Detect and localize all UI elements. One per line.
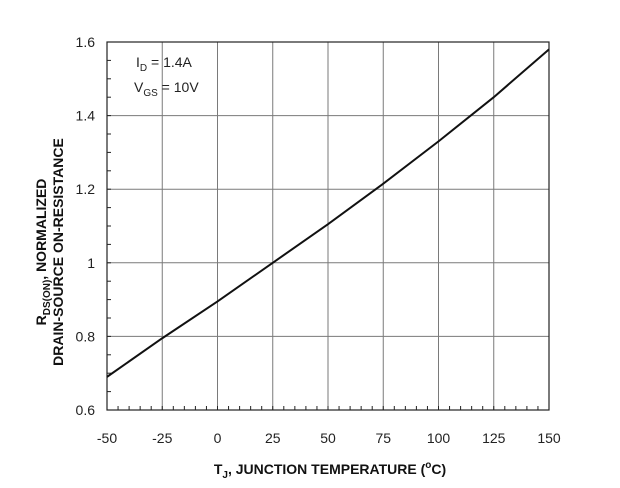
x-tick-label: 25: [265, 430, 281, 446]
annotation-id: ID = 1.4A: [136, 54, 193, 74]
x-tick-labels: -50 -25 0 25 50 75 100 125 150: [97, 430, 561, 446]
x-tick-label: 125: [482, 430, 506, 446]
x-tick-label: 75: [375, 430, 391, 446]
annotation-vgs: VGS = 10V: [134, 79, 199, 99]
y-axis-title: RDS(ON), NORMALIZED DRAIN-SOURCE ON-RESI…: [33, 138, 66, 366]
x-tick-label: 50: [320, 430, 336, 446]
y-tick-label: 0.6: [76, 402, 96, 418]
x-tick-label: -50: [97, 430, 117, 446]
y-axis-title-line2: DRAIN-SOURCE ON-RESISTANCE: [50, 138, 66, 366]
x-axis-title: TJ, JUNCTION TEMPERATURE (oC): [214, 460, 446, 481]
y-axis-title-line1: RDS(ON), NORMALIZED: [33, 179, 53, 326]
y-tick-label: 0.8: [76, 328, 96, 344]
y-tick-label: 1: [87, 255, 95, 271]
x-tick-label: 100: [427, 430, 451, 446]
y-tick-label: 1.2: [76, 181, 96, 197]
x-tick-label: 150: [537, 430, 561, 446]
series-layer: [106, 48, 550, 378]
series-line: [106, 48, 550, 378]
grid: [107, 42, 549, 410]
x-tick-label: -25: [152, 430, 172, 446]
x-tick-label: 0: [214, 430, 222, 446]
y-tick-labels: 0.6 0.8 1 1.2 1.4 1.6: [76, 34, 96, 418]
y-tick-label: 1.6: [76, 34, 96, 50]
plot-frame: [106, 41, 550, 411]
y-tick-label: 1.4: [76, 108, 96, 124]
